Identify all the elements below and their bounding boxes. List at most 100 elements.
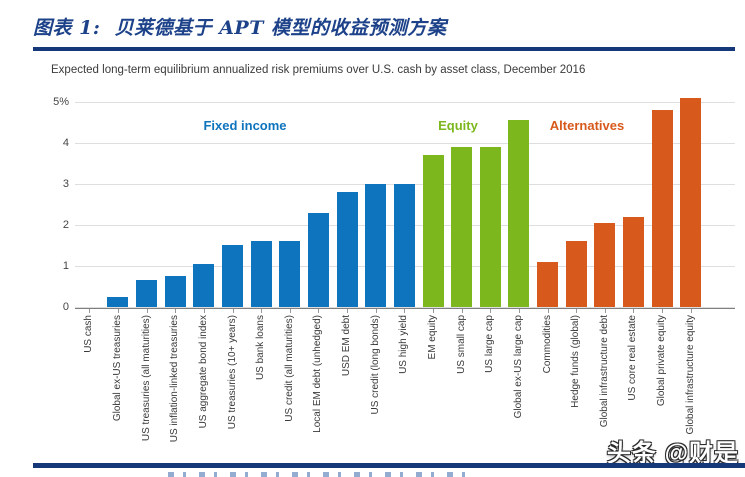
bar	[451, 147, 473, 307]
category-label: Global infrastructure debt	[591, 315, 620, 427]
bar	[622, 217, 644, 307]
title-divider-rule	[33, 47, 735, 51]
category-tick	[433, 309, 434, 313]
bar	[307, 213, 329, 307]
bar	[107, 297, 129, 307]
bar	[164, 276, 186, 307]
category-tick	[490, 309, 492, 313]
bar	[393, 184, 415, 307]
category-tick	[518, 309, 520, 313]
category-label: Global private equity	[648, 315, 677, 406]
category-label: US aggregate bond index	[190, 315, 219, 428]
watermark: 头条 @财是	[606, 440, 739, 467]
group-label-alternatives: Alternatives	[549, 118, 625, 133]
y-tick-label-3: 3	[62, 178, 69, 190]
category-tick	[146, 309, 148, 313]
category-label-text: Commodities	[541, 315, 553, 374]
chart-subtitle: Expected long-term equilibrium annualize…	[51, 64, 586, 76]
bar	[193, 264, 215, 307]
category-label: US cash	[75, 315, 104, 353]
category-label: Local EM debt (unhedged)	[304, 315, 333, 433]
category-label: Global ex-US treasuries	[104, 315, 133, 421]
category-tick	[89, 309, 91, 313]
category-label: US small cap	[447, 315, 476, 374]
category-tick	[203, 309, 205, 313]
group-label-equity: Equity	[438, 118, 478, 133]
bar-chart: Fixed income Equity Alternatives 0 1 2 3 4 5%…	[53, 96, 735, 472]
category-label-text: US core real estate	[627, 315, 639, 401]
bar	[680, 98, 702, 307]
bar	[365, 184, 387, 307]
category-label-text: US bank loans	[255, 315, 267, 381]
y-tick-label-4: 4	[62, 137, 69, 149]
category-label: US high yield	[390, 315, 419, 374]
bar	[594, 223, 616, 307]
bar	[336, 192, 358, 307]
category-label-text: US credit (all maturities)	[283, 315, 295, 422]
category-label: Global ex-US large cap	[505, 315, 534, 418]
category-label-text: USD EM debt	[341, 315, 353, 377]
gridline-0	[75, 307, 735, 308]
cropped-text-remnant	[168, 472, 468, 477]
category-label-text: Global ex-US large cap	[512, 315, 524, 419]
y-tick-label-5pct: 5%	[53, 96, 69, 108]
category-label: Hedge funds (global)	[562, 315, 591, 408]
category-label-text: Global infrastructure debt	[598, 315, 610, 428]
category-tick	[175, 309, 177, 313]
bar	[537, 262, 559, 307]
bar	[479, 147, 501, 307]
category-label-text: US credit (long bonds)	[369, 315, 381, 415]
y-tick-label-2: 2	[62, 219, 69, 231]
bar	[422, 155, 444, 307]
category-label-text: US treasuries (all maturities)	[140, 315, 152, 442]
category-label: Global infrastructure equity	[676, 315, 705, 435]
category-tick	[318, 309, 320, 313]
category-tick	[461, 309, 463, 313]
category-tick	[261, 309, 263, 313]
group-label-fixed-income: Fixed income	[203, 118, 287, 133]
gridline-5pct	[75, 102, 735, 103]
category-label-text: US aggregate bond index	[197, 315, 209, 429]
bar	[565, 241, 587, 307]
category-tick	[232, 309, 234, 313]
category-label-text: Global infrastructure equity	[684, 315, 696, 435]
category-label: US inflation-linked treasuries	[161, 315, 190, 442]
y-tick-label-1: 1	[62, 260, 69, 272]
category-label: USD EM debt	[333, 315, 362, 376]
category-label: US core real estate	[619, 315, 648, 401]
category-tick	[289, 309, 291, 313]
category-tick	[117, 309, 119, 313]
category-label-text: US treasuries (10+ years)	[226, 315, 238, 430]
category-label: US credit (all maturities)	[275, 315, 304, 422]
category-label: EM equity	[419, 315, 448, 359]
x-axis-line	[75, 307, 735, 309]
category-tick	[576, 309, 578, 313]
category-label: Commodities	[533, 315, 562, 373]
category-label-text: Local EM debt (unhedged)	[312, 315, 324, 433]
category-label: US treasuries (10+ years)	[218, 315, 247, 429]
bar	[279, 241, 301, 307]
figure-title: 图表 1: 贝莱德基于 APT 模型的收益预测方案	[33, 17, 447, 39]
bar	[222, 245, 244, 307]
category-label: US bank loans	[247, 315, 276, 380]
category-label: US large cap	[476, 315, 505, 373]
category-tick	[375, 309, 377, 313]
bar	[508, 120, 530, 307]
category-tick	[404, 309, 406, 313]
category-tick	[604, 309, 606, 313]
category-label: US credit (long bonds)	[361, 315, 390, 415]
category-label-text: Global ex-US treasuries	[111, 315, 123, 422]
bar	[250, 241, 272, 307]
bar	[136, 280, 158, 307]
gridline-4	[75, 143, 735, 144]
category-label-text: US cash	[83, 315, 95, 353]
category-label-text: Global private equity	[656, 315, 668, 407]
category-label-text: US large cap	[484, 315, 496, 373]
category-label-text: Hedge funds (global)	[570, 315, 582, 408]
bar	[651, 110, 673, 307]
category-label-text: US inflation-linked treasuries	[169, 315, 181, 443]
category-label: US treasuries (all maturities)	[132, 315, 161, 441]
y-tick-label-0: 0	[62, 301, 69, 313]
category-tick	[633, 309, 635, 313]
category-tick	[690, 309, 692, 313]
